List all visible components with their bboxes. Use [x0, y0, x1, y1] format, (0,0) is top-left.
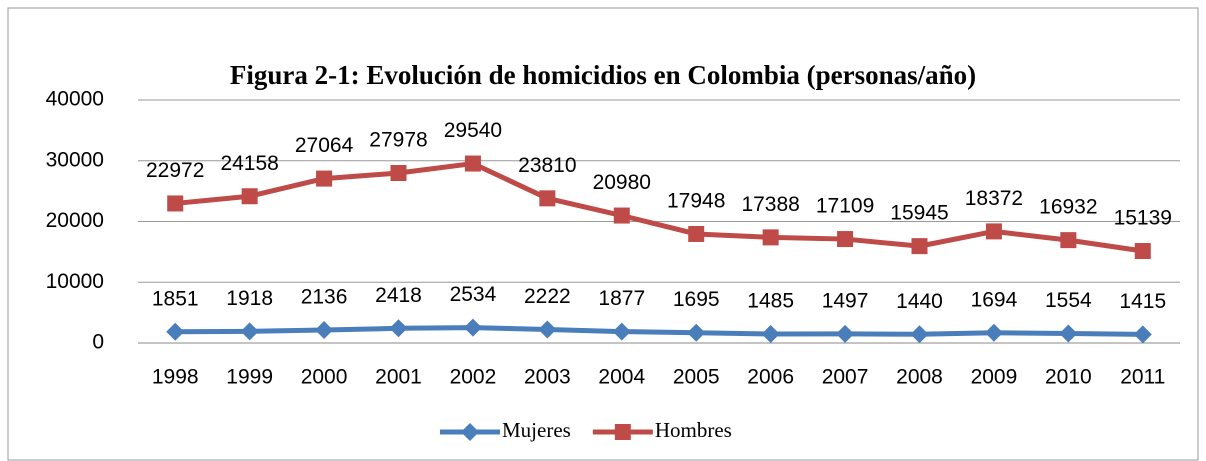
data-label: 24158 — [220, 152, 278, 175]
data-label: 18372 — [965, 187, 1023, 210]
marker — [1060, 232, 1077, 249]
marker — [390, 165, 407, 182]
data-label: 23810 — [518, 154, 576, 177]
y-tick-label: 20000 — [46, 209, 104, 232]
y-tick-label: 40000 — [46, 88, 104, 111]
x-tick-label: 1999 — [226, 366, 273, 389]
series-line — [174, 161, 1144, 254]
data-label: 1695 — [673, 288, 720, 311]
x-tick-label: 2001 — [375, 366, 422, 389]
data-label: 1497 — [822, 289, 869, 312]
data-label: 29540 — [444, 119, 502, 142]
data-label: 1918 — [226, 287, 273, 310]
marker — [1134, 243, 1151, 260]
marker — [389, 319, 408, 338]
marker — [241, 188, 258, 205]
data-label: 2136 — [301, 286, 348, 309]
data-label: 1851 — [152, 287, 199, 310]
marker — [910, 325, 929, 344]
y-tick-label: 30000 — [46, 148, 104, 171]
data-label: 16932 — [1039, 196, 1097, 219]
marker — [837, 231, 854, 248]
data-label: 17388 — [741, 193, 799, 216]
x-tick-label: 2008 — [896, 366, 943, 389]
legend-label: Mujeres — [502, 418, 571, 442]
data-label: 15945 — [890, 202, 948, 225]
x-tick-label: 2005 — [673, 366, 720, 389]
marker — [614, 424, 631, 440]
marker — [538, 320, 557, 339]
series-line — [175, 325, 1143, 337]
marker — [1059, 324, 1078, 343]
marker — [463, 318, 482, 337]
marker — [240, 322, 259, 341]
marker — [688, 225, 705, 242]
marker — [761, 324, 780, 343]
marker — [167, 195, 184, 212]
marker — [911, 238, 928, 255]
marker — [836, 324, 855, 343]
data-label: 17109 — [816, 195, 874, 218]
data-label: 27978 — [369, 129, 427, 152]
marker — [315, 321, 334, 340]
x-tick-label: 2003 — [524, 366, 571, 389]
marker — [1133, 325, 1152, 344]
legend-label: Hombres — [655, 418, 732, 442]
x-tick-label: 2004 — [598, 366, 645, 389]
data-label: 1440 — [896, 290, 943, 313]
marker — [687, 323, 706, 342]
data-label: 27064 — [295, 134, 354, 157]
data-label: 1877 — [598, 287, 645, 310]
data-label: 15139 — [1114, 207, 1172, 230]
x-tick-label: 2010 — [1045, 366, 1092, 389]
data-label: 2534 — [450, 283, 497, 306]
marker — [539, 190, 556, 207]
chart-title: Figura 2-1: Evolución de homicidios en C… — [230, 60, 976, 90]
marker — [316, 170, 333, 187]
data-label: 1415 — [1119, 290, 1166, 313]
marker — [985, 223, 1002, 240]
data-label: 20980 — [593, 171, 651, 194]
marker — [166, 322, 185, 341]
x-tick-label: 2007 — [822, 366, 869, 389]
marker — [461, 423, 479, 441]
data-label: 1694 — [971, 288, 1018, 311]
data-label: 2418 — [375, 284, 422, 307]
x-tick-label: 1998 — [152, 366, 199, 389]
data-label: 17948 — [667, 190, 725, 213]
marker — [612, 322, 631, 341]
data-label: 1485 — [747, 290, 794, 313]
marker — [613, 207, 630, 224]
x-tick-label: 2009 — [971, 366, 1018, 389]
marker — [464, 155, 481, 172]
x-tick-label: 2006 — [747, 366, 794, 389]
x-tick-label: 2000 — [301, 366, 348, 389]
marker — [762, 229, 779, 246]
y-tick-label: 10000 — [46, 270, 104, 293]
data-label: 2222 — [524, 285, 571, 308]
marker — [984, 323, 1003, 342]
data-label: 22972 — [146, 159, 204, 182]
x-tick-label: 2011 — [1120, 366, 1165, 389]
y-tick-label: 0 — [92, 331, 104, 354]
x-tick-label: 2002 — [450, 366, 497, 389]
data-label: 1554 — [1045, 289, 1092, 312]
